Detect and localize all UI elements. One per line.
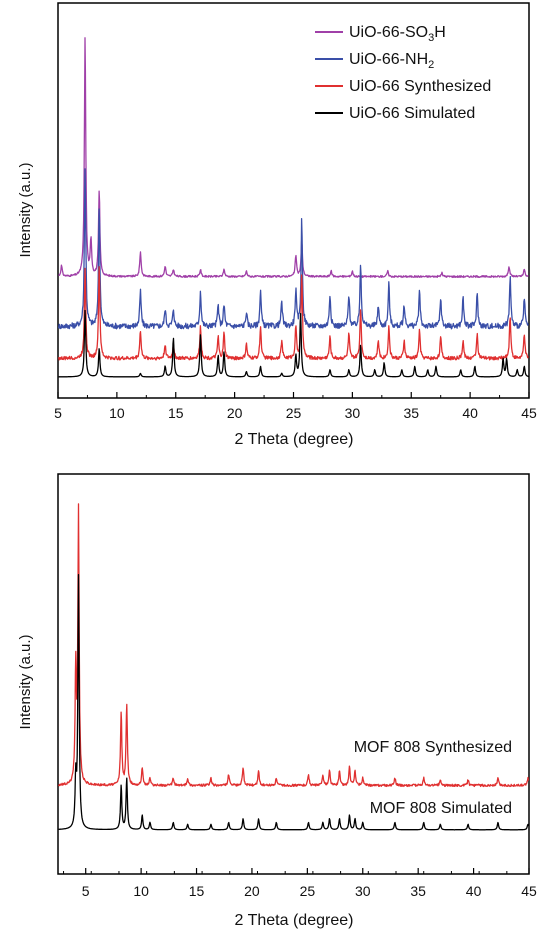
legend-label-uio-66-simulated: UiO-66 Simulated <box>349 105 475 122</box>
top-x-tick-label-45: 45 <box>521 405 537 421</box>
series-line-uio-66-nh2 <box>57 168 529 330</box>
bottom-x-tick-label-45: 45 <box>521 883 537 899</box>
series-line-mof-808-synthesized <box>58 503 530 788</box>
legend-item-uio-66-simulated: UiO-66 Simulated <box>315 105 475 122</box>
legend-label-uio-66-synthesized: UiO-66 Synthesized <box>349 78 491 95</box>
label-mof-808-synthesized: MOF 808 Synthesized <box>354 739 512 756</box>
top-x-tick-label-10: 10 <box>109 405 125 421</box>
legend-label-uio-66-nh2: UiO-66-NH2 <box>349 51 434 71</box>
bottom-x-tick-label-5: 5 <box>82 883 90 899</box>
top-x-tick-label-30: 30 <box>345 405 361 421</box>
bottom-x-tick-label-15: 15 <box>189 883 205 899</box>
top-x-tick-label-15: 15 <box>168 405 184 421</box>
bottom-chart: 5 10 15 20 25 30 35 40 45 2 Theta (degree) Inten… <box>17 473 537 929</box>
series-line-uio-66-so3h <box>58 37 529 279</box>
bottom-y-axis-label: Intensity (a.u.) <box>17 634 34 729</box>
top-x-tick-label-25: 25 <box>286 405 302 421</box>
bottom-series-group <box>58 503 530 831</box>
top-x-tick-label-20: 20 <box>227 405 243 421</box>
top-x-ticks: 5 10 15 20 25 30 35 40 45 <box>54 392 537 421</box>
bottom-x-tick-label-10: 10 <box>133 883 149 899</box>
series-line-uio-66-simulated <box>58 309 529 378</box>
label-mof-808-simulated: MOF 808 Simulated <box>370 800 512 817</box>
top-y-axis-label: Intensity (a.u.) <box>17 162 34 257</box>
top-series-group <box>57 37 529 378</box>
legend-item-uio-66-so3h: UiO-66-SO3H <box>315 24 446 44</box>
legend-item-uio-66-nh2: UiO-66-NH2 <box>315 51 434 71</box>
series-line-mof-808-simulated <box>58 574 530 831</box>
bottom-x-tick-label-25: 25 <box>300 883 316 899</box>
bottom-plot-frame <box>57 473 530 875</box>
bottom-x-ticks: 5 10 15 20 25 30 35 40 45 <box>63 868 537 899</box>
legend-item-uio-66-synthesized: UiO-66 Synthesized <box>315 78 491 95</box>
bottom-x-tick-label-35: 35 <box>410 883 426 899</box>
top-legend: UiO-66-SO3H UiO-66-NH2 UiO-66 Synthesize… <box>315 24 491 122</box>
bottom-x-axis-label: 2 Theta (degree) <box>235 912 354 929</box>
legend-label-uio-66-so3h: UiO-66-SO3H <box>349 24 446 44</box>
bottom-x-tick-label-20: 20 <box>244 883 260 899</box>
top-plot-frame <box>57 2 530 399</box>
top-chart: 5 10 15 20 25 30 35 40 45 2 Theta (degree) Inten… <box>17 2 537 448</box>
bottom-x-tick-label-40: 40 <box>466 883 482 899</box>
series-line-uio-66-synthesized <box>57 266 529 361</box>
top-x-tick-label-5: 5 <box>54 405 62 421</box>
top-x-tick-label-35: 35 <box>403 405 419 421</box>
top-x-axis-label: 2 Theta (degree) <box>235 431 354 448</box>
bottom-x-tick-label-30: 30 <box>355 883 371 899</box>
top-x-tick-label-40: 40 <box>462 405 478 421</box>
